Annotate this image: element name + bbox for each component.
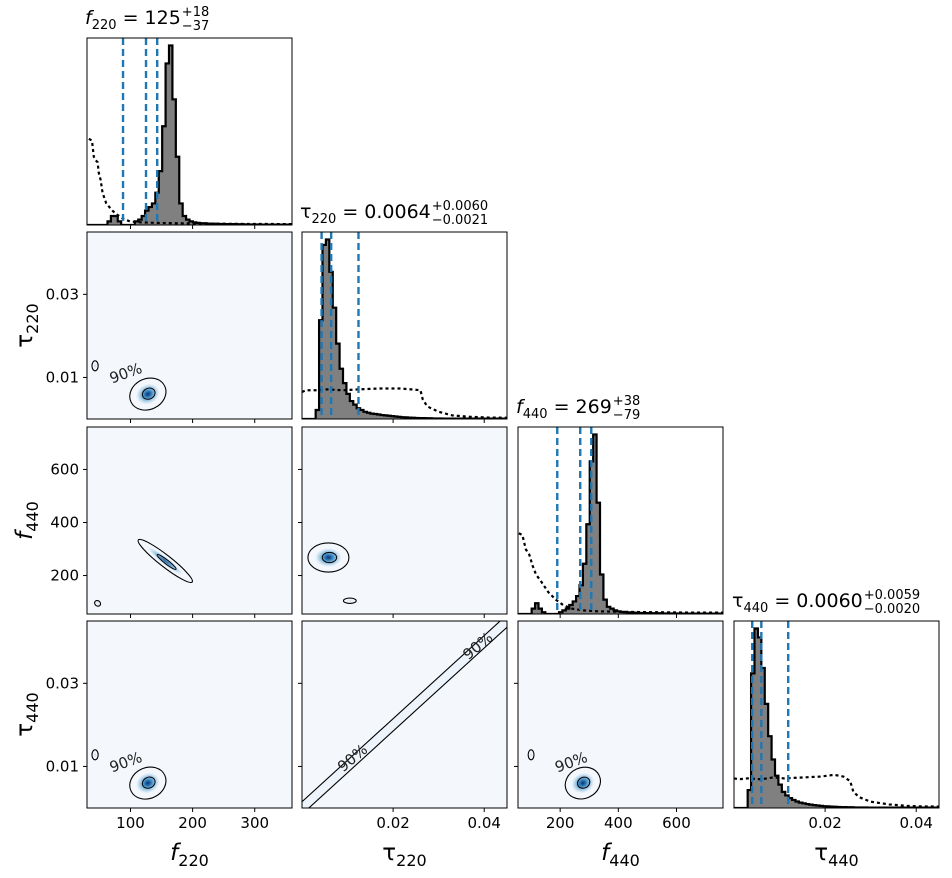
histogram-fill <box>518 434 723 614</box>
density-blob-1 <box>91 749 99 761</box>
x-tick-label-tau220: 0.04 <box>468 814 501 832</box>
density-panel-tau220-f440 <box>298 426 508 618</box>
y-tick-label-tau440: 0.03 <box>46 674 79 692</box>
panel-frame <box>733 620 940 809</box>
density-panel-tau220-tau440: 90%90% <box>298 620 508 812</box>
histogram-fill <box>87 45 292 225</box>
contour-inner <box>321 551 338 564</box>
contour-inner <box>141 776 156 789</box>
y-tick-label-f440: 600 <box>50 460 79 478</box>
histogram-fill <box>302 239 507 419</box>
contour-line <box>94 600 102 607</box>
x-tick-label-f440: 400 <box>604 814 633 832</box>
density-background <box>87 427 292 614</box>
prior-curve <box>88 137 292 225</box>
x-axis-label-f440: f440 <box>601 840 640 870</box>
histogram-outline <box>87 44 292 225</box>
density-blob-0 <box>307 542 350 573</box>
density-panel-f220-tau220: 90% <box>83 231 293 423</box>
panel-frame <box>86 620 293 809</box>
density-blob-0 <box>129 377 167 411</box>
x-tick-label-f440: 200 <box>546 814 575 832</box>
prior-curve <box>302 387 507 419</box>
title-f440: f440 = 269 <box>516 396 612 422</box>
panel-frame <box>517 426 724 615</box>
contour-line <box>564 766 601 800</box>
title-sub-f220: −37 <box>182 19 209 34</box>
hist-panel-tau220 <box>301 231 508 423</box>
contour-line <box>129 377 167 411</box>
y-axis-label-tau220: τ220 <box>12 303 42 347</box>
contour-line <box>137 538 193 584</box>
contour-line <box>307 542 350 573</box>
contour-line <box>91 360 99 372</box>
density-blob-1 <box>94 600 102 607</box>
contour-inner <box>141 387 156 400</box>
title-f220: f220 = 125 <box>85 7 181 33</box>
panel-frame <box>517 620 724 809</box>
x-tick-label-f220: 100 <box>116 814 145 832</box>
x-tick-label-f440: 600 <box>662 814 691 832</box>
y-tick-label-tau440: 0.01 <box>46 757 79 775</box>
y-axis-label-tau440: τ440 <box>12 692 42 736</box>
panel-frame <box>86 426 293 615</box>
histogram-outline <box>518 433 723 614</box>
y-tick-label-f440: 400 <box>50 513 79 531</box>
title-sup-f220: +18 <box>182 5 209 20</box>
title-tau440: τ440 = 0.0060 <box>732 590 863 616</box>
density-background <box>518 621 723 808</box>
panel-frame <box>86 231 293 420</box>
contour-line <box>527 749 535 761</box>
density-blob-0 <box>129 766 167 800</box>
density-background <box>87 621 292 808</box>
density-blob-1 <box>527 749 535 761</box>
y-tick-label-f440: 200 <box>50 567 79 585</box>
density-panel-f220-tau440: 90% <box>83 620 293 812</box>
contour-line <box>342 597 357 604</box>
contour-inner <box>156 553 177 571</box>
density-background <box>302 427 507 614</box>
hist-panel-f220 <box>86 37 293 229</box>
title-tau220: τ220 = 0.0064 <box>300 201 431 227</box>
contour-inner <box>577 776 591 789</box>
y-axis-label-f440: f440 <box>12 501 42 540</box>
x-axis-label-tau440: τ440 <box>814 840 858 870</box>
contour-line <box>91 749 99 761</box>
density-panel-f220-f440 <box>83 426 293 618</box>
panel-frame <box>301 620 508 809</box>
contour-line <box>308 626 507 808</box>
x-axis-label-f220: f220 <box>170 840 209 870</box>
title-sup-f440: +38 <box>613 394 640 409</box>
y-tick-label-tau220: 0.01 <box>46 368 79 386</box>
histogram-fill <box>734 628 939 808</box>
title-sup-tau220: +0.0060 <box>432 199 488 214</box>
panel-frame <box>301 426 508 615</box>
hist-panel-f440 <box>517 426 724 618</box>
panel-frame <box>301 231 508 420</box>
x-tick-label-f220: 300 <box>240 814 269 832</box>
density-blob-1 <box>342 597 357 604</box>
title-sub-tau440: −0.0020 <box>864 602 920 617</box>
x-tick-label-tau440: 0.02 <box>808 814 841 832</box>
density-blob-0 <box>564 766 601 800</box>
prior-curve <box>734 773 939 808</box>
contour-line <box>302 621 501 803</box>
prior-curve <box>518 532 723 614</box>
hist-panel-tau440 <box>733 620 940 812</box>
x-tick-label-tau440: 0.04 <box>900 814 933 832</box>
contour-line <box>129 766 167 800</box>
title-sub-f440: −79 <box>613 408 640 423</box>
y-tick-label-tau220: 0.03 <box>46 285 79 303</box>
title-sub-tau220: −0.0021 <box>432 213 488 228</box>
density-background <box>87 232 292 419</box>
x-axis-label-tau220: τ220 <box>382 840 426 870</box>
x-tick-label-f220: 200 <box>178 814 207 832</box>
panel-frame <box>86 37 293 226</box>
density-blob-0 <box>137 538 193 584</box>
title-sup-tau440: +0.0059 <box>864 588 920 603</box>
density-blob-1 <box>91 360 99 372</box>
x-tick-label-tau220: 0.02 <box>376 814 409 832</box>
density-panel-f440-tau440: 90% <box>514 620 724 812</box>
